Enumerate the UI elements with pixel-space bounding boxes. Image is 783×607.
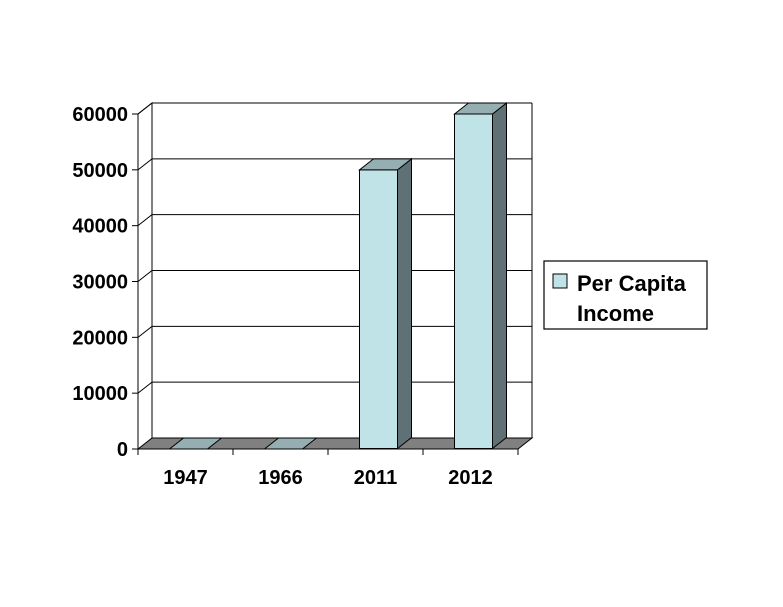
- bar-side: [397, 157, 412, 450]
- x-tick-label: 2012: [448, 467, 493, 489]
- x-tick-label: 1947: [163, 467, 208, 489]
- x-tick-label: 1966: [258, 467, 303, 489]
- x-axis: 1947 1966 2011 2012: [137, 448, 519, 489]
- bar-front: [454, 113, 493, 449]
- legend: Per Capita Income: [543, 260, 708, 330]
- y-tick-label: 40000: [72, 216, 128, 238]
- bar-top: [358, 158, 413, 171]
- y-tick-label: 10000: [72, 383, 128, 405]
- x-tick-label: 2011: [354, 467, 397, 489]
- gridline: [137, 102, 532, 115]
- bar-front: [359, 169, 398, 449]
- legend-box: [543, 260, 708, 330]
- y-tick-label: 30000: [72, 272, 128, 294]
- y-tick-label: 50000: [72, 160, 128, 182]
- y-tick-label: 20000: [72, 327, 128, 349]
- gridlines: [137, 102, 532, 394]
- y-tick-label: 0: [117, 439, 128, 461]
- bars: [168, 101, 508, 450]
- bar: [453, 101, 508, 450]
- bar-side: [492, 101, 507, 450]
- bar: [358, 157, 413, 450]
- bar-top: [453, 102, 508, 115]
- legend-label-line2: Income: [577, 301, 654, 326]
- legend-swatch: [552, 273, 568, 289]
- y-tick-label: 60000: [72, 104, 128, 126]
- legend-label-line1: Per Capita: [577, 271, 687, 296]
- y-axis: 0 10000 20000 30000 40000 50000 60000: [72, 104, 138, 461]
